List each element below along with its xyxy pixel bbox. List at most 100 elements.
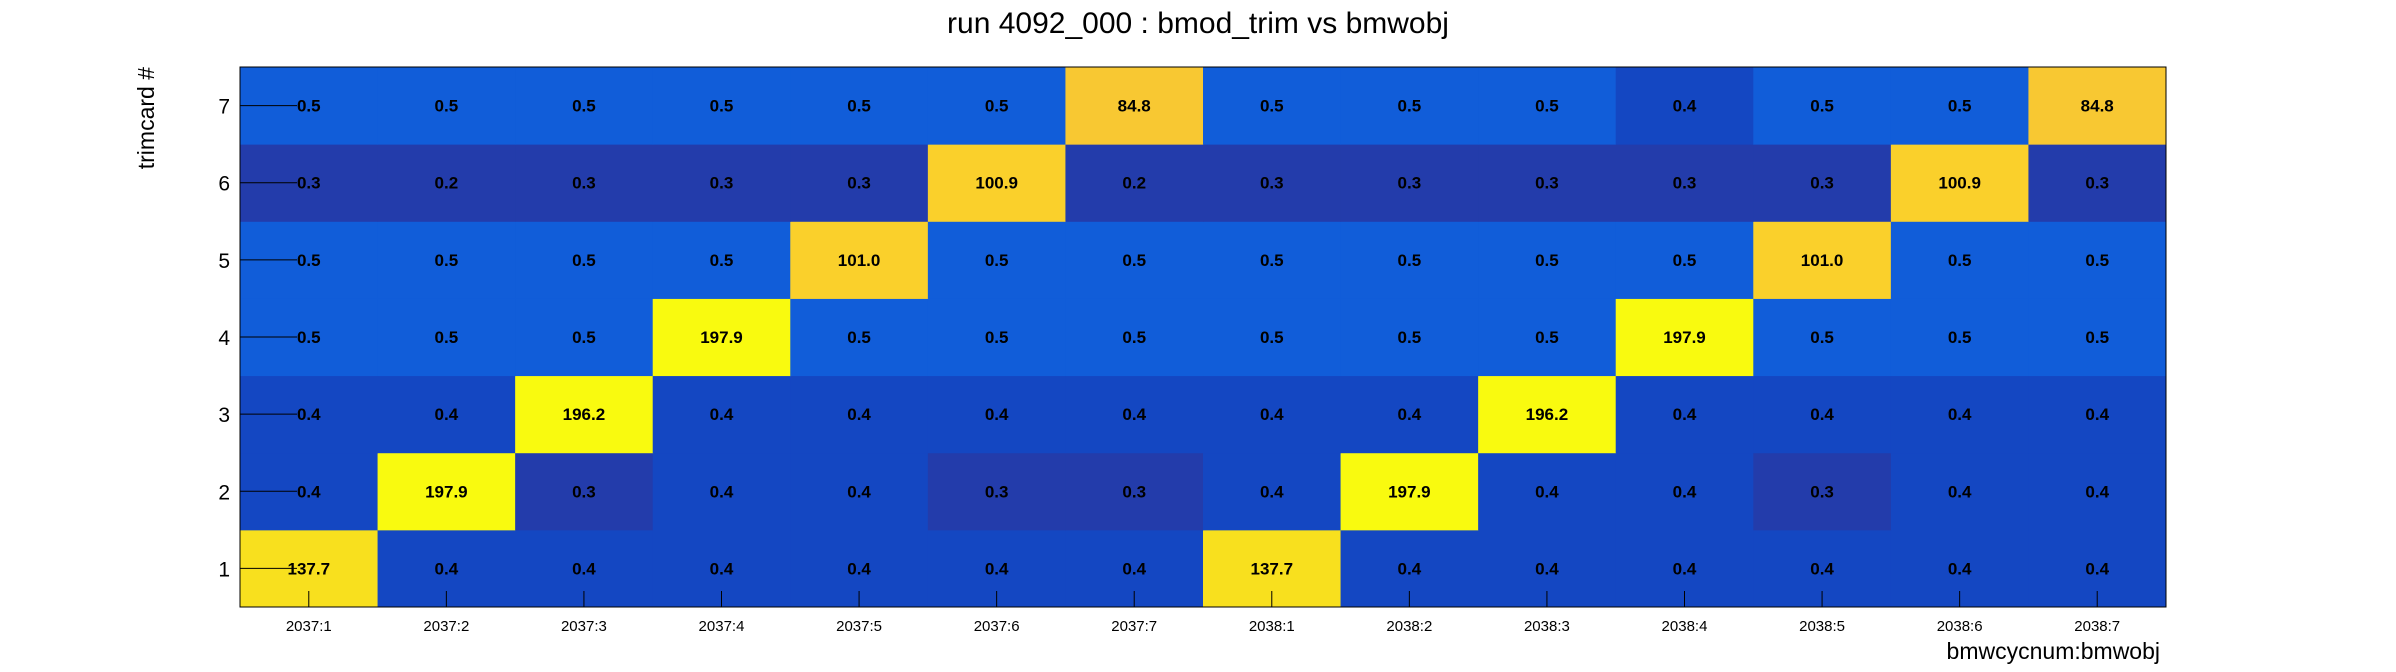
heatmap-cell <box>1615 67 1754 145</box>
x-tick-label: 2037:1 <box>286 618 332 635</box>
cell-value-label: 0.4 <box>1535 559 1559 578</box>
heatmap-cell <box>1065 221 1204 299</box>
cell-value-label: 0.4 <box>297 405 321 424</box>
cell-value-label: 0.4 <box>710 405 734 424</box>
cell-value-label: 0.5 <box>1398 251 1422 270</box>
cell-value-label: 0.4 <box>847 405 871 424</box>
heatmap-cell <box>377 375 516 454</box>
heatmap-cell <box>1478 144 1617 222</box>
cell-value-label: 0.5 <box>1535 97 1559 116</box>
y-axis-label: trimcard # <box>133 67 159 169</box>
cell-value-label: 0.4 <box>435 405 459 424</box>
cell-value-label: 0.5 <box>297 251 321 270</box>
cell-value-label: 0.5 <box>572 97 596 116</box>
heatmap-cell <box>2028 221 2167 299</box>
heatmap-cell <box>2028 452 2167 531</box>
cell-value-label: 0.2 <box>435 174 459 193</box>
heatmap-cell <box>927 452 1066 531</box>
cell-value-label: 0.5 <box>1260 328 1284 347</box>
cell-value-label: 0.3 <box>710 174 734 193</box>
cell-value-label: 0.5 <box>297 328 321 347</box>
heatmap-cell <box>1615 375 1754 454</box>
heatmap-cell <box>1478 221 1617 299</box>
cell-value-label: 100.9 <box>975 174 1018 193</box>
cell-value-label: 197.9 <box>1388 482 1431 501</box>
heatmap-cell <box>790 452 929 531</box>
cell-value-label: 0.4 <box>1260 482 1284 501</box>
cell-value-label: 196.2 <box>563 405 606 424</box>
x-tick-label: 2038:1 <box>1249 618 1295 635</box>
heatmap-cell <box>652 221 791 299</box>
y-tick-label: 3 <box>218 404 230 427</box>
x-tick-label: 2038:2 <box>1386 618 1432 635</box>
x-tick-label: 2037:6 <box>974 618 1020 635</box>
cell-value-label: 0.5 <box>1398 97 1422 116</box>
cell-value-label: 0.3 <box>1673 174 1697 193</box>
heatmap-cell <box>1065 375 1204 454</box>
x-tick-label: 2038:3 <box>1524 618 1570 635</box>
heatmap-cell <box>1615 298 1754 377</box>
cell-value-label: 0.5 <box>985 251 1009 270</box>
heatmap-cell <box>927 298 1066 377</box>
cell-value-label: 0.5 <box>710 97 734 116</box>
y-tick-label: 5 <box>218 250 230 273</box>
heatmap-cell <box>1615 221 1754 299</box>
cell-value-label: 0.4 <box>847 482 871 501</box>
x-tick-label: 2038:6 <box>1937 618 1983 635</box>
cell-value-label: 137.7 <box>1251 559 1294 578</box>
cell-value-label: 197.9 <box>1663 328 1706 347</box>
cell-value-label: 0.4 <box>985 405 1009 424</box>
cell-value-label: 0.5 <box>1535 251 1559 270</box>
heatmap-cell <box>927 67 1066 145</box>
cell-value-label: 0.3 <box>1398 174 1422 193</box>
cell-value-label: 0.5 <box>1122 251 1146 270</box>
cell-value-label: 0.5 <box>1398 328 1422 347</box>
heatmap-cell <box>1203 452 1342 531</box>
heatmap-cell <box>1753 452 1892 531</box>
cell-value-label: 0.3 <box>572 482 596 501</box>
heatmap-cell <box>377 221 516 299</box>
y-tick-label: 1 <box>218 558 230 581</box>
cell-value-label: 197.9 <box>700 328 743 347</box>
heatmap-cell <box>1753 144 1892 222</box>
heatmap-cell <box>1890 298 2029 377</box>
cell-value-label: 0.5 <box>2085 251 2109 270</box>
cell-value-label: 0.4 <box>1673 97 1697 116</box>
heatmap-cell <box>1890 221 2029 299</box>
cell-value-label: 0.4 <box>710 482 734 501</box>
heatmap-cell <box>1890 375 2029 454</box>
cell-value-label: 0.4 <box>1948 405 1972 424</box>
heatmap-cell <box>2028 298 2167 377</box>
cell-value-label: 0.5 <box>1535 328 1559 347</box>
x-tick-label: 2037:3 <box>561 618 607 635</box>
heatmap-cell <box>790 298 929 377</box>
cell-value-label: 197.9 <box>425 482 468 501</box>
cell-value-label: 0.4 <box>1260 405 1284 424</box>
cell-value-label: 0.5 <box>1260 97 1284 116</box>
cell-value-label: 0.5 <box>297 97 321 116</box>
heatmap-cell <box>1890 144 2029 222</box>
heatmap-cell <box>2028 375 2167 454</box>
heatmap-cell <box>1478 298 1617 377</box>
heatmap-cell <box>1065 298 1204 377</box>
heatmap-cell <box>1478 375 1617 454</box>
cell-value-label: 0.4 <box>1398 559 1422 578</box>
cell-value-label: 0.4 <box>2085 405 2109 424</box>
cell-value-label: 0.5 <box>710 251 734 270</box>
heatmap-cell <box>1203 67 1342 145</box>
heatmap-cell <box>652 67 791 145</box>
cell-value-label: 0.4 <box>1810 405 1834 424</box>
heatmap-cell <box>515 144 654 222</box>
heatmap-cell <box>515 67 654 145</box>
heatmap-cell <box>515 221 654 299</box>
cell-labels: 137.7 0.4 0.4 0.4 0.4 0.4 0.4 137.7 0.4 0.4 0.4 0.4… <box>288 97 2114 579</box>
heatmap-cell <box>1340 144 1479 222</box>
cell-value-label: 0.2 <box>1122 174 1146 193</box>
cell-value-label: 196.2 <box>1526 405 1569 424</box>
cell-value-label: 84.8 <box>1118 97 1151 116</box>
cell-value-label: 0.4 <box>1535 482 1559 501</box>
heatmap-cell <box>1340 67 1479 145</box>
heatmap-cell <box>1615 452 1754 531</box>
heatmap-cell <box>377 144 516 222</box>
